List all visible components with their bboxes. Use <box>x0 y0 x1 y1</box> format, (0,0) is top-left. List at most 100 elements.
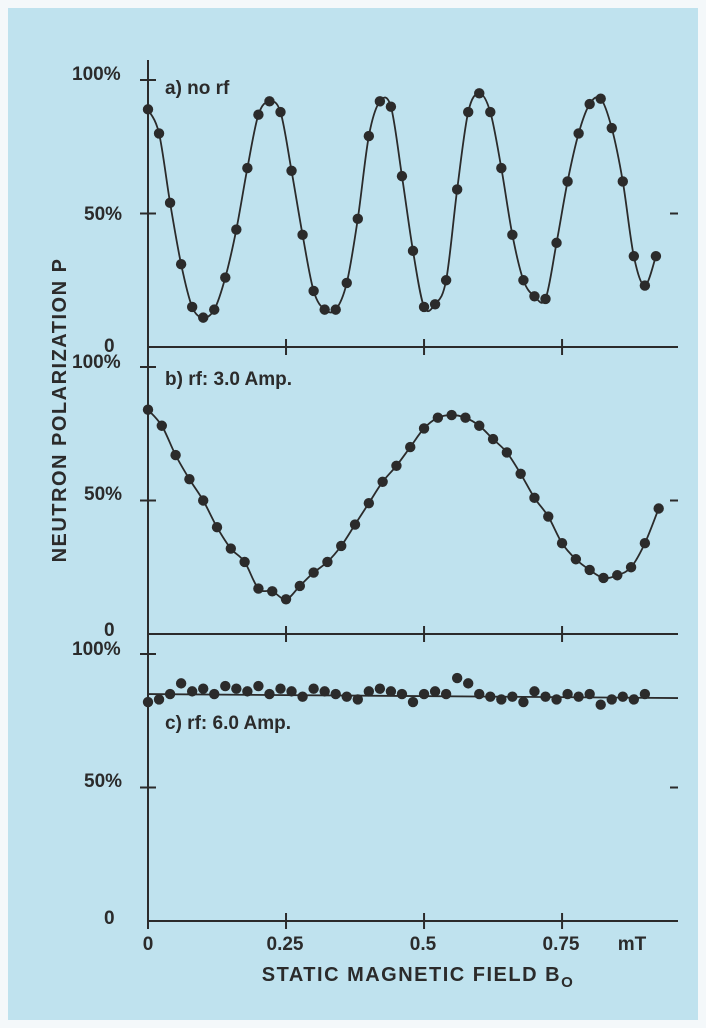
panel-c-data-point-14 <box>297 691 308 702</box>
panel-a-data-point-30 <box>474 88 485 99</box>
panel-a-data-point-36 <box>540 293 551 305</box>
panel-b-data-point-8 <box>253 583 264 594</box>
panel-b-data-point-15 <box>349 519 361 530</box>
x-axis-title-main: STATIC MAGNETIC FIELD B <box>262 964 561 986</box>
p3-label-0: 0 <box>104 908 115 929</box>
panel-a-data-point-22 <box>385 101 397 112</box>
panel-a-data-point-45 <box>639 280 651 291</box>
panel-a-data-point-44 <box>628 251 640 262</box>
panel-c-data-point-3 <box>175 678 187 689</box>
panel-c-data-point-20 <box>363 686 375 697</box>
panel-b-data-point-1 <box>156 420 168 431</box>
panel-c-data-point-28 <box>451 672 463 684</box>
x-tick-label-0: 0 <box>143 934 154 955</box>
panel-a-data-point-1 <box>153 128 165 139</box>
panel-c-data-point-13 <box>286 686 297 697</box>
panel-c-data-point-24 <box>407 696 419 708</box>
panel-b-data-point-32 <box>584 564 595 576</box>
panel-c-data-point-4 <box>186 686 198 697</box>
panel-c-data-point-44 <box>628 694 640 705</box>
panel-b-data-point-3 <box>184 473 195 485</box>
panel-b-data-point-4 <box>198 495 209 506</box>
plot-layer <box>140 79 679 929</box>
panel-b-data-point-6 <box>225 543 237 554</box>
panel-b-data-point-33 <box>598 572 609 584</box>
panel-c-data-point-31 <box>485 691 496 702</box>
panel-c-data-point-12 <box>275 683 286 694</box>
y-axis-title: NEUTRON POLARIZATION P <box>49 258 71 563</box>
panel-b-data-point-19 <box>405 441 416 453</box>
panel-a-data-point-16 <box>319 304 330 315</box>
panel-a-data-point-38 <box>562 176 573 187</box>
panel-c-data-point-30 <box>474 688 485 700</box>
panel-a-data-point-40 <box>584 98 595 110</box>
panel-c-data-point-37 <box>551 694 562 705</box>
panel-c-data-point-11 <box>264 688 275 700</box>
panel-a-data-point-35 <box>529 291 540 302</box>
panel-a-data-point-32 <box>496 162 507 174</box>
panel-a-data-point-3 <box>175 259 187 270</box>
panel-b-data-point-10 <box>280 594 292 605</box>
panel-a-label: a) no rf <box>165 78 230 99</box>
panel-a-data-point-5 <box>198 312 209 323</box>
panel-c-data-point-45 <box>639 688 651 700</box>
panel-b-data-point-35 <box>625 562 637 573</box>
panel-b-data-point-12 <box>308 567 319 578</box>
x-tick-label-025: 0.25 <box>267 934 304 955</box>
panel-b-data-point-16 <box>363 497 375 509</box>
panel-c-data-point-40 <box>584 688 595 700</box>
panel-b-data-point-7 <box>239 556 250 568</box>
panel-c-data-point-21 <box>374 683 386 694</box>
panel-c-data-point-32 <box>496 694 507 705</box>
panel-b-data-point-17 <box>377 476 388 488</box>
panel-b-data-point-13 <box>322 556 333 568</box>
panel-b-data-point-5 <box>211 522 223 533</box>
panel-a-data-point-20 <box>363 130 375 142</box>
panel-a-data-point-24 <box>407 245 419 257</box>
panel-c-data-point-5 <box>198 683 209 694</box>
panel-a-data-point-29 <box>463 106 474 118</box>
panel-c-data-point-18 <box>341 691 352 702</box>
panel-a-data-point-43 <box>617 176 628 187</box>
panel-c-label: c) rf: 6.0 Amp. <box>165 713 291 734</box>
p3-label-100: 100% <box>72 639 121 660</box>
panel-b-data-point-34 <box>612 570 623 581</box>
panel-a-data-point-12 <box>275 106 286 118</box>
panel-b-data-point-18 <box>391 460 402 471</box>
panel-c-data-point-42 <box>606 694 617 705</box>
p2-label-50: 50% <box>84 484 122 505</box>
panel-c-data-point-2 <box>164 688 176 700</box>
panel-a-data-point-33 <box>507 229 518 241</box>
x-tick-label-05: 0.5 <box>410 934 437 955</box>
panel-b-data-point-14 <box>336 540 347 552</box>
panel-c-data-point-29 <box>463 678 474 689</box>
panel-c-data-point-19 <box>352 694 363 705</box>
panel-a-data-point-27 <box>440 275 452 286</box>
panel-c-data-point-17 <box>330 688 341 700</box>
panel-a-data-point-18 <box>341 277 352 289</box>
x-unit-label: mT <box>618 934 647 955</box>
panel-c-data-point-38 <box>562 688 573 700</box>
panel-c-data-point-34 <box>518 696 529 708</box>
x-tick-label-075: 0.75 <box>543 934 580 955</box>
panel-a-data-point-0 <box>142 104 154 115</box>
panel-a-data-point-9 <box>242 162 253 174</box>
panel-c-data-point-26 <box>429 686 441 697</box>
panel-c-data-point-9 <box>242 686 253 697</box>
panel-c-data-point-36 <box>540 691 551 702</box>
panel-b-data-point-28 <box>529 492 540 504</box>
panel-b-data-point-29 <box>543 511 554 522</box>
panel-b-data-point-21 <box>432 412 444 423</box>
panel-a-data-point-8 <box>231 224 242 235</box>
panel-a-data-point-26 <box>429 299 441 310</box>
panel-b-data-point-2 <box>170 449 181 461</box>
panel-a-data-point-17 <box>330 304 341 315</box>
panel-c-data-point-41 <box>595 699 606 710</box>
panel-b-data-point-9 <box>267 586 278 597</box>
panel-b-data-point-23 <box>460 412 471 423</box>
panel-a-data-point-31 <box>485 106 496 118</box>
panel-b-data-point-24 <box>474 420 485 431</box>
